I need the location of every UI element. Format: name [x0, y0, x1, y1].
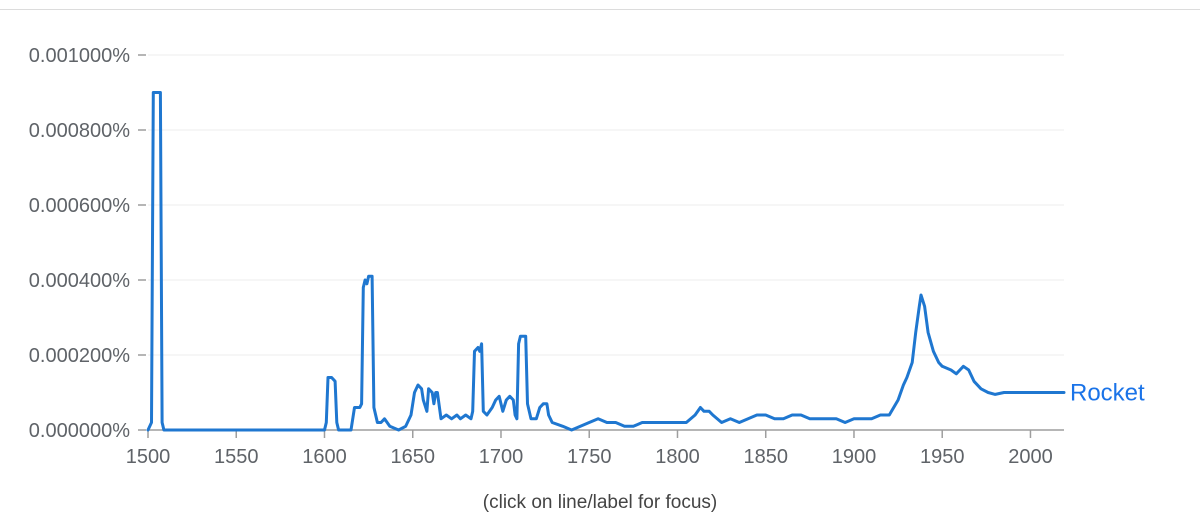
y-tick-label: 0.001000%: [29, 45, 130, 67]
x-tick-label: 1700: [479, 446, 524, 468]
grid-lines: [148, 54, 1064, 356]
x-tick-label: 1750: [567, 446, 612, 468]
x-tick-label: 1500: [126, 446, 171, 468]
x-tick-label: 1850: [743, 446, 788, 468]
y-tick-label: 0.000200%: [29, 345, 130, 367]
y-tick-label: 0.000000%: [29, 420, 130, 442]
x-tick-label: 2000: [1008, 446, 1053, 468]
series-line-rocket[interactable]: [146, 91, 1066, 432]
ngram-chart[interactable]: 0.000000% 0.000200% 0.000400% 0.000600% 0.00…: [0, 0, 1200, 490]
x-axis: 1500 1550 1600 1650 1700 1750 1800 1850 1900 1950…: [126, 429, 1064, 468]
x-tick-label: 1900: [832, 446, 877, 468]
series-label-rocket[interactable]: Rocket: [1070, 380, 1145, 407]
x-tick-label: 1550: [214, 446, 259, 468]
y-tick-label: 0.000600%: [29, 195, 130, 217]
series-layer[interactable]: Rocket: [146, 91, 1145, 432]
focus-hint-caption: (click on line/label for focus): [482, 492, 718, 513]
y-tick-label: 0.000800%: [29, 120, 130, 142]
y-tick-label: 0.000400%: [29, 270, 130, 292]
top-divider: [0, 9, 1200, 10]
y-axis: 0.000000% 0.000200% 0.000400% 0.000600% 0.00…: [29, 45, 146, 442]
x-tick-label: 1950: [920, 446, 965, 468]
x-tick-label: 1650: [390, 446, 435, 468]
x-tick-label: 1800: [655, 446, 700, 468]
x-tick-label: 1600: [302, 446, 347, 468]
